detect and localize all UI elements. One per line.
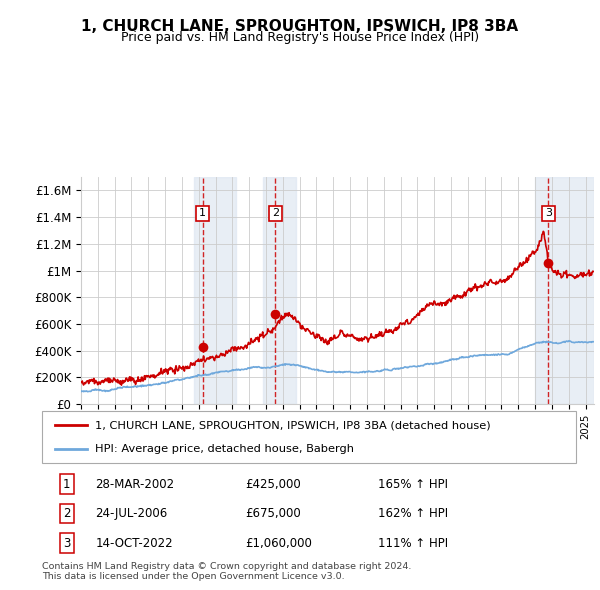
Text: 2: 2 bbox=[63, 507, 70, 520]
Text: 1, CHURCH LANE, SPROUGHTON, IPSWICH, IP8 3BA (detached house): 1, CHURCH LANE, SPROUGHTON, IPSWICH, IP8… bbox=[95, 420, 491, 430]
Text: 162% ↑ HPI: 162% ↑ HPI bbox=[379, 507, 449, 520]
Text: 1, CHURCH LANE, SPROUGHTON, IPSWICH, IP8 3BA: 1, CHURCH LANE, SPROUGHTON, IPSWICH, IP8… bbox=[82, 19, 518, 34]
Bar bbox=[194, 177, 236, 404]
Text: Price paid vs. HM Land Registry's House Price Index (HPI): Price paid vs. HM Land Registry's House … bbox=[121, 31, 479, 44]
Text: 3: 3 bbox=[63, 537, 70, 550]
Text: £1,060,000: £1,060,000 bbox=[245, 537, 312, 550]
Text: 24-JUL-2006: 24-JUL-2006 bbox=[95, 507, 167, 520]
Text: £675,000: £675,000 bbox=[245, 507, 301, 520]
Text: £425,000: £425,000 bbox=[245, 477, 301, 490]
Text: 28-MAR-2002: 28-MAR-2002 bbox=[95, 477, 175, 490]
Text: HPI: Average price, detached house, Babergh: HPI: Average price, detached house, Babe… bbox=[95, 444, 355, 454]
Bar bbox=[263, 177, 296, 404]
Text: 111% ↑ HPI: 111% ↑ HPI bbox=[379, 537, 449, 550]
Text: 2: 2 bbox=[272, 208, 279, 218]
Text: 14-OCT-2022: 14-OCT-2022 bbox=[95, 537, 173, 550]
Text: 165% ↑ HPI: 165% ↑ HPI bbox=[379, 477, 448, 490]
Text: This data is licensed under the Open Government Licence v3.0.: This data is licensed under the Open Gov… bbox=[42, 572, 344, 581]
Text: 1: 1 bbox=[199, 208, 206, 218]
Text: Contains HM Land Registry data © Crown copyright and database right 2024.: Contains HM Land Registry data © Crown c… bbox=[42, 562, 412, 571]
Bar bbox=[535, 177, 594, 404]
FancyBboxPatch shape bbox=[42, 411, 576, 463]
Text: 1: 1 bbox=[63, 477, 70, 490]
Text: 3: 3 bbox=[545, 208, 552, 218]
